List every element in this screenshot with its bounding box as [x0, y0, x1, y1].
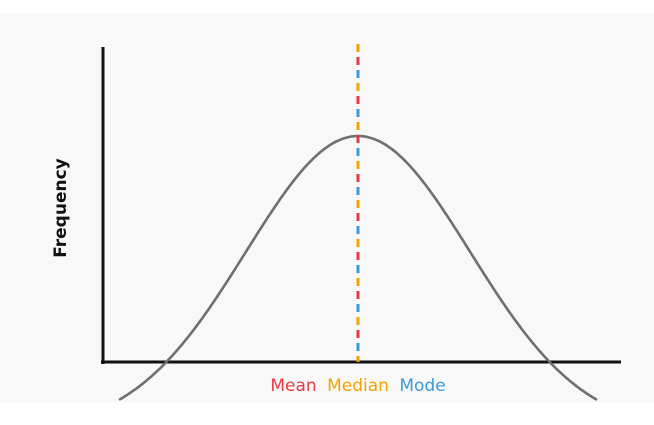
- median-label: Median: [327, 376, 389, 396]
- legend-labels: Mean Median Mode: [270, 376, 445, 396]
- mode-label: Mode: [399, 376, 445, 396]
- y-axis-label: Frequency: [51, 158, 71, 258]
- diagram-background: [0, 14, 654, 402]
- mean-label: Mean: [270, 376, 316, 396]
